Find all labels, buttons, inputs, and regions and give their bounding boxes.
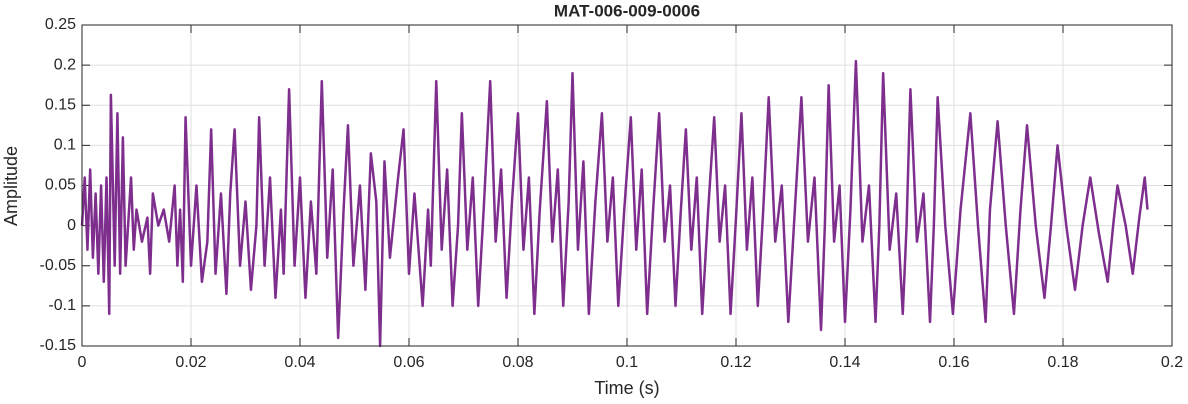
y-tick-label: -0.15 — [40, 337, 77, 354]
y-tick-label: 0 — [67, 217, 76, 234]
waveform-line — [80, 59, 1149, 348]
plot-frame — [81, 24, 1173, 347]
y-tick-label: 0.15 — [45, 96, 76, 113]
x-tick-label: 0.06 — [393, 354, 424, 371]
x-tick-label: 0.16 — [938, 354, 969, 371]
x-tick-label: 0.2 — [1161, 354, 1183, 371]
x-tick-label: 0.14 — [829, 354, 860, 371]
y-tick-label: 0.25 — [45, 16, 76, 33]
x-axis-label: Time (s) — [594, 378, 659, 398]
y-tick-label: -0.1 — [48, 297, 76, 314]
x-tick-label: 0.04 — [284, 354, 315, 371]
x-tick-label: 0.18 — [1047, 354, 1078, 371]
y-tick-label: -0.05 — [40, 257, 77, 274]
y-tick-label: 0.05 — [45, 177, 76, 194]
x-tick-label: 0.12 — [720, 354, 751, 371]
y-tick-label: 0.1 — [54, 137, 76, 154]
chart-title: MAT-006-009-0006 — [554, 1, 700, 20]
y-tick-label: 0.2 — [54, 56, 76, 73]
x-tick-label: 0.02 — [175, 354, 206, 371]
y-axis-label: Amplitude — [1, 146, 21, 226]
x-tick-label: 0.08 — [502, 354, 533, 371]
x-tick-label: 0.1 — [616, 354, 638, 371]
x-tick-label: 0 — [78, 354, 87, 371]
